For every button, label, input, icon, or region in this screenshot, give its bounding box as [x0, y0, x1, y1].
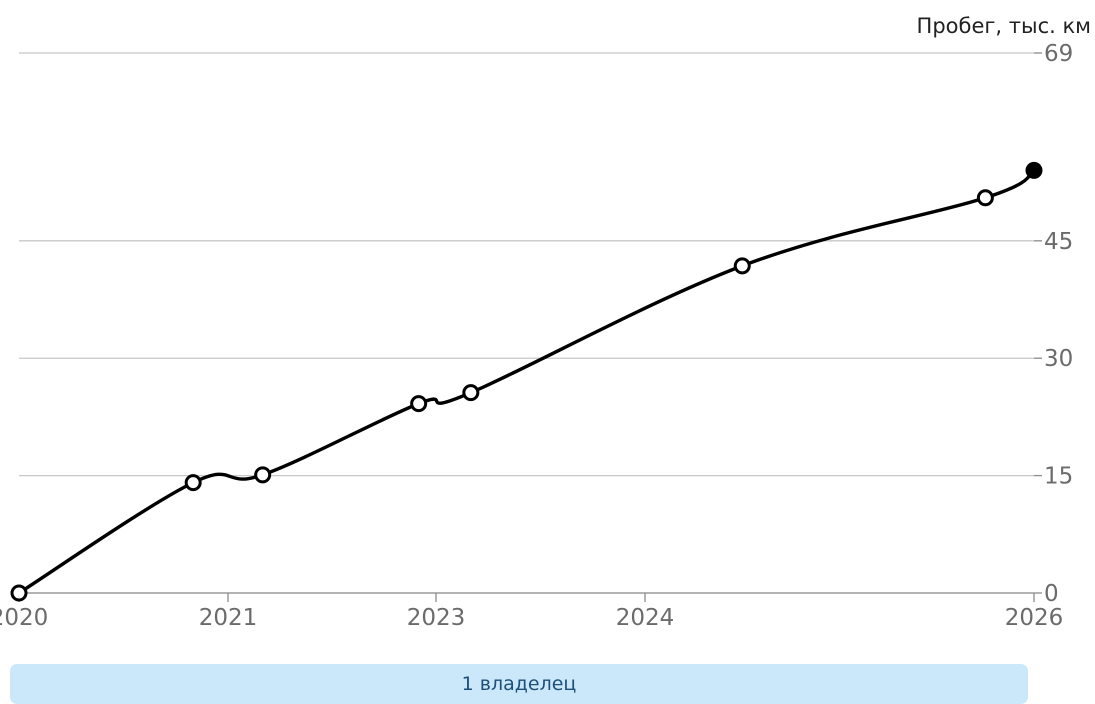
data-point[interactable]	[10, 584, 28, 602]
owners-bar[interactable]: 1 владелец	[10, 664, 1028, 704]
y-tick-label: 15	[1044, 464, 1073, 490]
data-points	[10, 161, 1043, 602]
x-tick-label: 2024	[616, 605, 675, 631]
data-point[interactable]	[184, 474, 202, 492]
data-point[interactable]	[462, 384, 480, 402]
y-tick-label: 30	[1044, 346, 1073, 372]
data-point[interactable]	[410, 395, 428, 413]
data-point[interactable]	[733, 257, 751, 275]
owners-label: 1 владелец	[461, 673, 577, 695]
data-point[interactable]	[976, 189, 994, 207]
y-tick-label: 69	[1044, 41, 1073, 67]
x-tick-label: 2026	[1005, 605, 1064, 631]
y-tick-label: 45	[1044, 229, 1073, 255]
data-point[interactable]	[254, 466, 272, 484]
y-tick-label: 0	[1044, 581, 1059, 607]
x-tick-label: 2021	[199, 605, 258, 631]
mileage-series-line	[17, 168, 1036, 595]
y-axis: 0 15 30 45 69	[1034, 41, 1073, 607]
x-tick-label: 2023	[407, 605, 466, 631]
grid	[19, 52, 1034, 594]
current-data-point[interactable]	[1025, 161, 1043, 179]
y-axis-title: Пробег, тыс. км	[917, 14, 1091, 38]
